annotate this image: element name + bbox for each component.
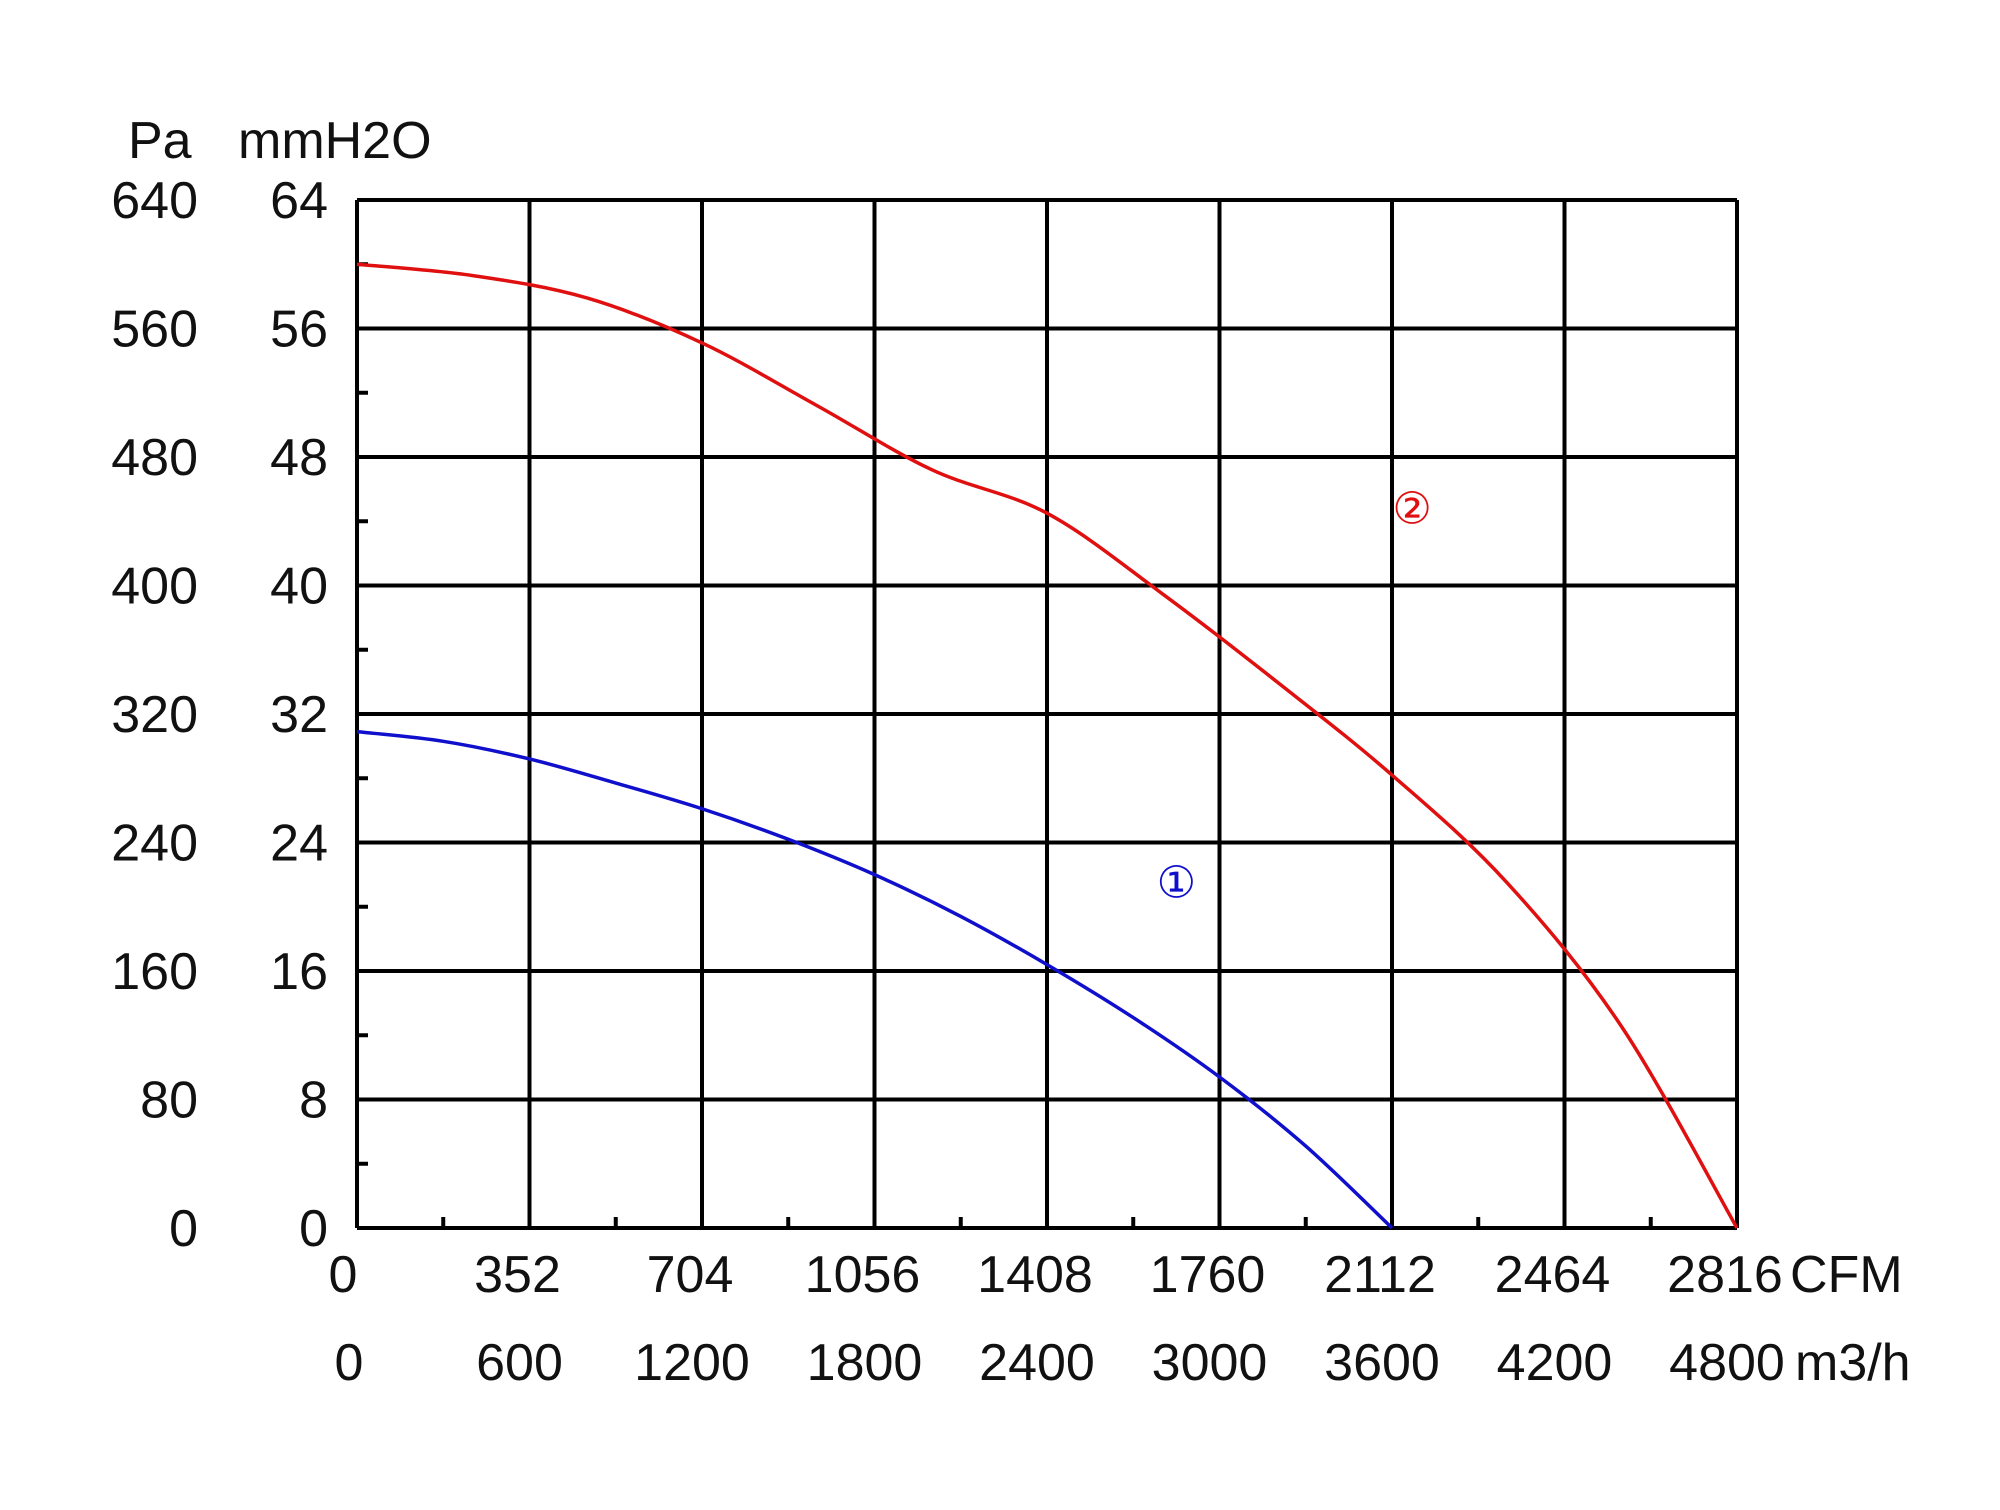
y-tick-label-pa: 560: [111, 301, 198, 359]
axis-labels: 6405604804003202401608006456484032241680…: [111, 112, 1910, 1392]
y-tick-label-pa: 0: [169, 1200, 198, 1258]
x-unit-cfm: CFM: [1790, 1246, 1903, 1304]
x-tick-label-m3h: 3600: [1324, 1334, 1440, 1392]
x-tick-label-cfm: 2112: [1324, 1246, 1436, 1304]
x-unit-m3h: m3/h: [1795, 1334, 1911, 1392]
y-tick-label-pa: 160: [111, 943, 198, 1001]
grid: [355, 198, 1739, 1230]
y-unit-mmh2o: mmH2O: [238, 112, 432, 170]
x-tick-label-cfm: 2816: [1667, 1246, 1783, 1304]
y-tick-label-mmh2o: 0: [299, 1200, 328, 1258]
y-tick-label-pa: 320: [111, 686, 198, 744]
series-lines: [356, 262, 1739, 1230]
series-marker-1: ①: [1157, 858, 1196, 909]
y-tick-label-pa: 640: [111, 172, 198, 230]
x-tick-label-m3h: 3000: [1152, 1334, 1268, 1392]
y-tick-label-mmh2o: 8: [299, 1072, 328, 1130]
y-tick-label-mmh2o: 64: [270, 172, 328, 230]
x-tick-label-cfm: 0: [329, 1246, 358, 1304]
x-tick-label-m3h: 0: [335, 1334, 364, 1392]
x-tick-label-m3h: 4800: [1669, 1334, 1785, 1392]
y-tick-label-pa: 240: [111, 815, 198, 873]
x-tick-label-m3h: 1200: [634, 1334, 750, 1392]
y-tick-label-pa: 400: [111, 558, 198, 616]
series-markers: ①②: [1157, 483, 1432, 908]
y-tick-label-mmh2o: 40: [270, 558, 328, 616]
x-tick-label-cfm: 1056: [805, 1246, 921, 1304]
y-unit-pa: Pa: [128, 112, 192, 170]
x-tick-label-m3h: 4200: [1497, 1334, 1613, 1392]
y-tick-label-mmh2o: 56: [270, 301, 328, 359]
y-tick-label-pa: 80: [140, 1072, 198, 1130]
x-tick-label-cfm: 1760: [1150, 1246, 1266, 1304]
y-tick-label-mmh2o: 48: [270, 429, 328, 487]
y-tick-label-mmh2o: 24: [270, 815, 328, 873]
x-tick-label-m3h: 1800: [807, 1334, 923, 1392]
y-tick-label-mmh2o: 32: [270, 686, 328, 744]
x-tick-label-cfm: 352: [474, 1246, 561, 1304]
x-tick-label-cfm: 1408: [977, 1246, 1093, 1304]
x-tick-label-cfm: 704: [647, 1246, 734, 1304]
x-tick-label-cfm: 2464: [1495, 1246, 1611, 1304]
series-line-1: [356, 729, 1394, 1230]
x-tick-label-m3h: 2400: [979, 1334, 1095, 1392]
x-tick-label-m3h: 600: [476, 1334, 563, 1392]
series-line-2: [356, 262, 1739, 1229]
y-tick-label-mmh2o: 16: [270, 943, 328, 1001]
series-marker-2: ②: [1392, 483, 1431, 534]
minor-ticks: [357, 262, 1653, 1228]
y-tick-label-pa: 480: [111, 429, 198, 487]
